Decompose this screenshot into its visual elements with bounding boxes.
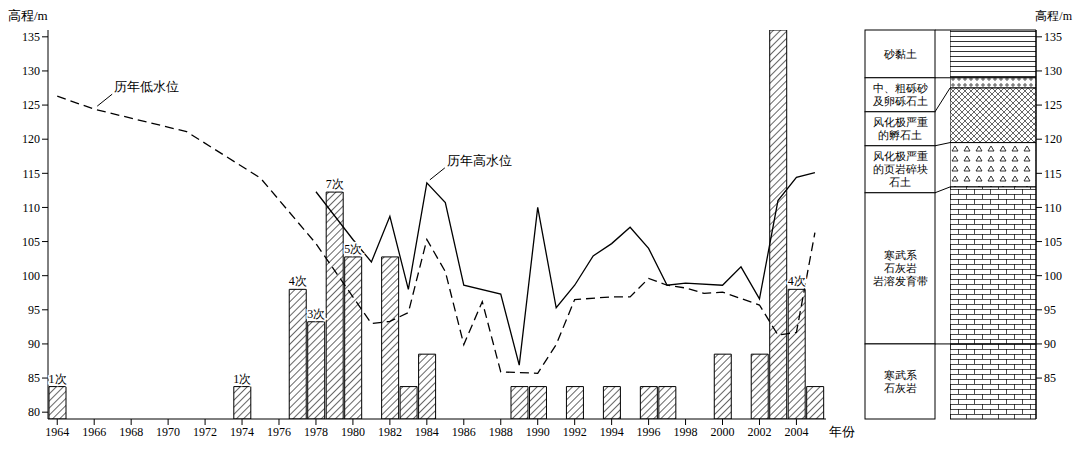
- svg-text:的孵石土: 的孵石土: [878, 129, 922, 141]
- svg-text:105: 105: [22, 235, 40, 249]
- svg-text:1986: 1986: [452, 425, 476, 439]
- svg-text:历年低水位: 历年低水位: [114, 79, 179, 94]
- svg-text:110: 110: [1044, 201, 1062, 215]
- svg-text:岩溶发育带: 岩溶发育带: [873, 275, 928, 287]
- svg-text:90: 90: [28, 337, 40, 351]
- svg-text:100: 100: [22, 269, 40, 283]
- svg-text:85: 85: [28, 371, 40, 385]
- svg-text:1988: 1988: [489, 425, 513, 439]
- svg-text:寒武系: 寒武系: [884, 369, 917, 381]
- svg-text:90: 90: [1044, 337, 1056, 351]
- svg-text:2000: 2000: [711, 425, 735, 439]
- svg-text:1990: 1990: [526, 425, 550, 439]
- svg-text:高程/m: 高程/m: [1035, 9, 1072, 23]
- svg-text:石土: 石土: [889, 176, 911, 188]
- svg-text:1次: 1次: [49, 372, 67, 386]
- svg-text:2002: 2002: [747, 425, 771, 439]
- svg-text:1966: 1966: [82, 425, 106, 439]
- svg-text:1982: 1982: [378, 425, 402, 439]
- svg-text:110: 110: [22, 201, 40, 215]
- svg-text:120: 120: [1044, 132, 1062, 146]
- svg-text:石灰岩: 石灰岩: [884, 382, 917, 394]
- svg-text:3次: 3次: [307, 307, 325, 321]
- svg-text:1次: 1次: [233, 372, 251, 386]
- svg-text:年份: 年份: [829, 424, 855, 439]
- svg-text:115: 115: [22, 167, 40, 181]
- svg-text:125: 125: [22, 98, 40, 112]
- svg-text:1992: 1992: [563, 425, 587, 439]
- svg-text:1974: 1974: [230, 425, 254, 439]
- svg-text:135: 135: [22, 30, 40, 44]
- svg-text:1964: 1964: [45, 425, 69, 439]
- svg-text:1996: 1996: [637, 425, 661, 439]
- svg-text:砂黏土: 砂黏土: [883, 48, 917, 60]
- svg-text:4次: 4次: [289, 274, 307, 288]
- svg-text:105: 105: [1044, 235, 1062, 249]
- svg-text:寒武系: 寒武系: [884, 249, 917, 261]
- svg-text:1998: 1998: [674, 425, 698, 439]
- svg-text:1978: 1978: [304, 425, 328, 439]
- svg-text:115: 115: [1044, 167, 1062, 181]
- svg-text:2004: 2004: [784, 425, 808, 439]
- svg-text:的页岩碎块: 的页岩碎块: [873, 163, 928, 175]
- svg-text:中、粗砾砂: 中、粗砾砂: [873, 82, 928, 94]
- svg-text:120: 120: [22, 132, 40, 146]
- svg-text:及卵砾石土: 及卵砾石土: [873, 95, 928, 107]
- svg-text:石灰岩: 石灰岩: [884, 262, 917, 274]
- svg-text:95: 95: [1044, 303, 1056, 317]
- svg-text:100: 100: [1044, 269, 1062, 283]
- svg-text:1984: 1984: [415, 425, 439, 439]
- svg-text:5次: 5次: [344, 242, 362, 256]
- svg-text:1976: 1976: [267, 425, 291, 439]
- svg-text:历年高水位: 历年高水位: [447, 153, 512, 168]
- svg-text:1968: 1968: [119, 425, 143, 439]
- svg-text:125: 125: [1044, 98, 1062, 112]
- svg-text:85: 85: [1044, 371, 1056, 385]
- svg-text:风化极严重: 风化极严重: [873, 150, 928, 162]
- svg-text:135: 135: [1044, 30, 1062, 44]
- svg-text:95: 95: [28, 303, 40, 317]
- svg-text:1994: 1994: [600, 425, 624, 439]
- svg-text:1970: 1970: [156, 425, 180, 439]
- svg-text:130: 130: [22, 64, 40, 78]
- svg-text:80: 80: [28, 405, 40, 419]
- svg-text:1980: 1980: [341, 425, 365, 439]
- svg-text:4次: 4次: [788, 274, 806, 288]
- svg-text:130: 130: [1044, 64, 1062, 78]
- svg-text:高程/m: 高程/m: [8, 8, 48, 23]
- svg-text:7次: 7次: [326, 177, 344, 191]
- svg-text:1972: 1972: [193, 425, 217, 439]
- svg-text:风化极严重: 风化极严重: [873, 116, 928, 128]
